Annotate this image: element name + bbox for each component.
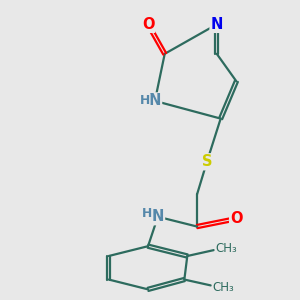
Text: CH₃: CH₃	[212, 281, 234, 294]
Text: O: O	[230, 211, 243, 226]
Text: O: O	[142, 17, 154, 32]
Text: N: N	[149, 93, 161, 108]
Text: CH₃: CH₃	[215, 242, 237, 254]
Text: N: N	[152, 209, 164, 224]
Text: S: S	[202, 154, 212, 169]
Text: H: H	[140, 94, 150, 107]
Text: N: N	[211, 17, 223, 32]
Text: H: H	[142, 207, 152, 220]
